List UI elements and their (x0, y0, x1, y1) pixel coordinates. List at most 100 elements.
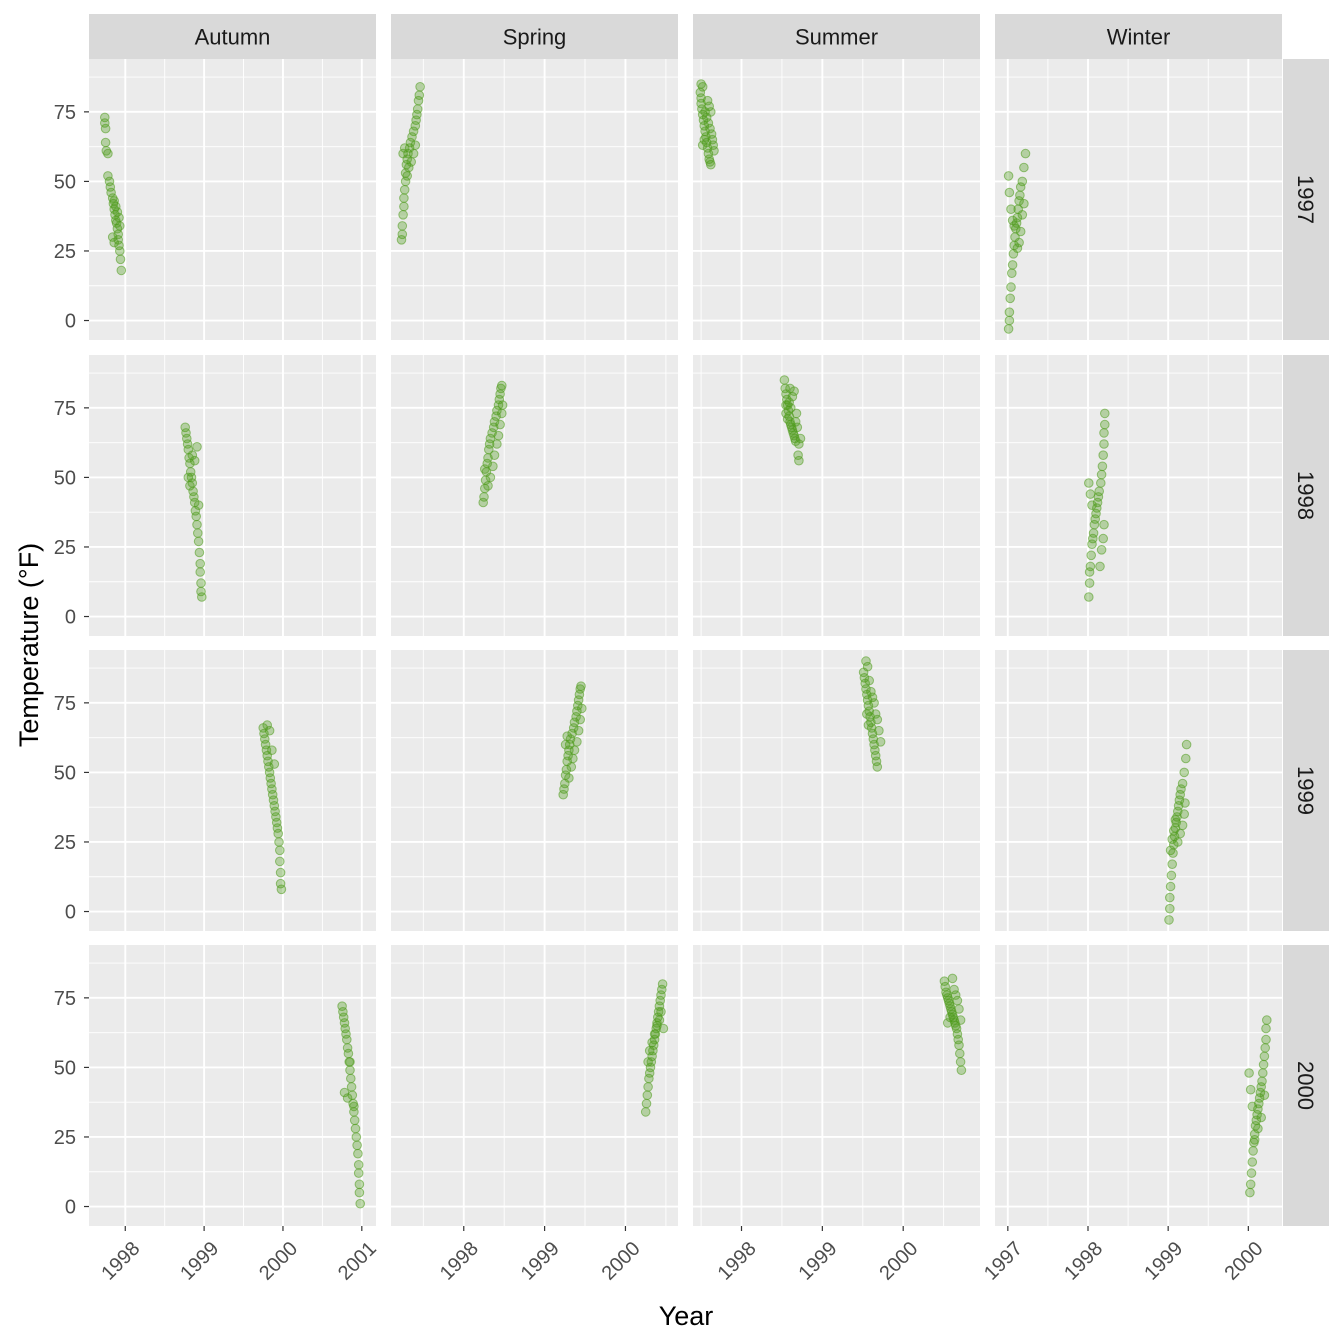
data-point (792, 422, 803, 433)
data-point (952, 995, 963, 1006)
strip-background (89, 14, 376, 59)
data-point (353, 1168, 364, 1178)
data-point (1012, 243, 1023, 253)
data-point (497, 400, 508, 410)
data-point (709, 146, 719, 156)
data-point (1096, 469, 1107, 480)
data-point (191, 511, 201, 522)
data-point (1166, 870, 1177, 881)
data-point (654, 1015, 665, 1025)
data-point (942, 1018, 953, 1028)
data-point (1245, 1084, 1256, 1095)
data-point (1100, 408, 1110, 419)
panel (693, 650, 980, 931)
data-point (415, 82, 425, 92)
data-point (697, 82, 708, 92)
data-point (1164, 915, 1174, 925)
data-point (1007, 260, 1018, 270)
data-point (572, 737, 582, 747)
y-tick-label: 50 (54, 171, 76, 193)
data-point (189, 455, 200, 466)
data-point (342, 1034, 352, 1045)
data-point (480, 464, 490, 474)
y-tick-label: 25 (54, 241, 76, 263)
x-tick-label: 2000 (875, 1238, 922, 1285)
data-point (103, 171, 113, 181)
data-point (781, 400, 791, 410)
data-point (493, 430, 504, 441)
panel-background (693, 59, 980, 340)
data-point (345, 1057, 355, 1067)
data-point (794, 455, 804, 466)
data-point (479, 492, 489, 502)
data-point (350, 1123, 361, 1134)
data-point (1015, 182, 1026, 192)
data-point (275, 856, 285, 867)
data-point (349, 1115, 360, 1126)
data-point (656, 1007, 666, 1017)
column-strip: Winter (995, 14, 1282, 59)
data-point (956, 1065, 967, 1075)
data-point (107, 232, 118, 242)
data-point (1173, 837, 1183, 847)
data-point (867, 692, 878, 703)
data-point (1246, 1168, 1257, 1178)
panel-background (391, 59, 678, 340)
data-point (874, 725, 884, 736)
data-point (345, 1065, 355, 1075)
data-point (786, 403, 796, 413)
data-point (954, 1004, 964, 1014)
data-point (354, 1179, 365, 1190)
data-point (569, 717, 580, 728)
data-point (264, 725, 275, 736)
y-tick-label: 50 (54, 467, 76, 489)
data-point (1259, 1090, 1270, 1100)
data-point (782, 414, 793, 424)
data-point (1085, 489, 1096, 499)
strip-background (995, 14, 1282, 59)
data-point (355, 1198, 366, 1209)
data-point (399, 143, 410, 153)
data-point (404, 162, 414, 173)
strip-background (1283, 650, 1329, 931)
data-point (1005, 293, 1016, 304)
data-point (869, 698, 879, 708)
strip-background (1283, 59, 1329, 340)
panel-background (89, 650, 376, 931)
x-axis-title: Year (659, 1301, 714, 1331)
data-point (863, 720, 874, 730)
strip-background (1283, 355, 1329, 636)
x-tick-label: 1999 (517, 1238, 564, 1285)
data-point (399, 201, 409, 212)
data-point (1017, 176, 1028, 187)
data-point (402, 171, 413, 181)
data-point (1165, 903, 1175, 914)
data-point (106, 187, 116, 198)
panel-background (391, 945, 678, 1226)
data-point (109, 237, 119, 248)
data-point (795, 433, 806, 444)
data-point (114, 212, 124, 223)
data-point (485, 472, 496, 483)
data-point (699, 134, 710, 145)
data-point (275, 845, 285, 856)
x-tick-label: 2000 (255, 1238, 302, 1285)
data-point (274, 837, 284, 847)
data-point (1015, 226, 1026, 237)
panel-background (995, 945, 1282, 1226)
data-point (1181, 739, 1192, 750)
panel (693, 59, 980, 340)
row-strip-label: 1997 (1293, 175, 1318, 224)
row-strip: 1998 (1283, 355, 1329, 636)
data-point (483, 481, 493, 491)
data-point (1170, 814, 1181, 825)
data-point (1247, 1157, 1258, 1167)
row-strip-label: 1999 (1293, 766, 1318, 815)
data-point (109, 196, 119, 206)
data-point (642, 1090, 653, 1100)
x-tick-label: 1999 (1140, 1238, 1187, 1285)
data-point (1257, 1076, 1267, 1087)
row-strip-label: 1998 (1293, 471, 1318, 520)
data-point (262, 720, 273, 730)
